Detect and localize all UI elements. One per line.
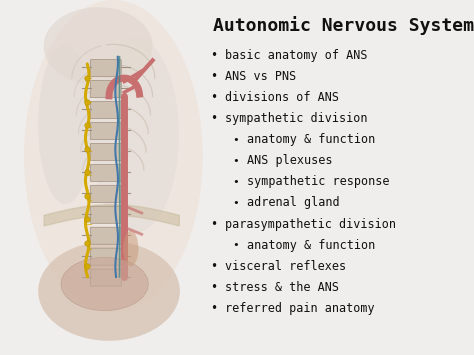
Text: parasympathetic division: parasympathetic division	[225, 218, 396, 230]
Text: anatomy & function: anatomy & function	[247, 133, 375, 146]
Text: divisions of ANS: divisions of ANS	[225, 91, 339, 104]
Text: •: •	[210, 302, 217, 315]
Text: •: •	[232, 198, 239, 208]
Ellipse shape	[38, 44, 92, 204]
Text: •: •	[232, 135, 239, 144]
Text: stress & the ANS: stress & the ANS	[225, 281, 339, 294]
Text: •: •	[210, 260, 217, 273]
Text: basic anatomy of ANS: basic anatomy of ANS	[225, 49, 368, 61]
Ellipse shape	[38, 241, 180, 341]
FancyBboxPatch shape	[90, 206, 121, 223]
Text: •: •	[210, 91, 217, 104]
FancyBboxPatch shape	[90, 122, 121, 140]
Ellipse shape	[91, 37, 179, 233]
Text: •: •	[210, 49, 217, 61]
Text: •: •	[232, 155, 239, 166]
Ellipse shape	[44, 7, 153, 85]
Text: •: •	[232, 177, 239, 187]
Ellipse shape	[61, 257, 148, 311]
Text: referred pain anatomy: referred pain anatomy	[225, 302, 375, 315]
Text: Autonomic Nervous System: Autonomic Nervous System	[213, 16, 474, 35]
Text: •: •	[210, 218, 217, 230]
Text: anatomy & function: anatomy & function	[247, 239, 375, 252]
Text: sympathetic response: sympathetic response	[247, 175, 390, 188]
FancyBboxPatch shape	[90, 60, 121, 77]
Text: ANS plexuses: ANS plexuses	[247, 154, 333, 167]
Text: ANS vs PNS: ANS vs PNS	[225, 70, 296, 83]
FancyBboxPatch shape	[90, 143, 121, 160]
FancyBboxPatch shape	[90, 185, 121, 202]
Text: sympathetic division: sympathetic division	[225, 112, 368, 125]
Text: •: •	[210, 70, 217, 83]
FancyBboxPatch shape	[90, 227, 121, 244]
FancyBboxPatch shape	[90, 248, 121, 265]
FancyBboxPatch shape	[90, 81, 121, 98]
Text: •: •	[210, 112, 217, 125]
FancyBboxPatch shape	[90, 269, 121, 286]
FancyBboxPatch shape	[90, 164, 121, 181]
FancyBboxPatch shape	[90, 102, 121, 119]
Ellipse shape	[123, 231, 138, 266]
Text: •: •	[232, 240, 239, 250]
Text: •: •	[210, 281, 217, 294]
Ellipse shape	[24, 0, 203, 312]
Text: visceral reflexes: visceral reflexes	[225, 260, 346, 273]
Text: adrenal gland: adrenal gland	[247, 196, 340, 209]
